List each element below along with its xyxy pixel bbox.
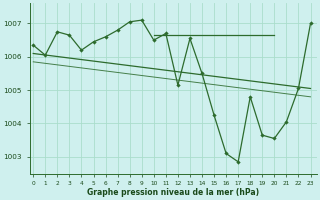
X-axis label: Graphe pression niveau de la mer (hPa): Graphe pression niveau de la mer (hPa): [87, 188, 259, 197]
